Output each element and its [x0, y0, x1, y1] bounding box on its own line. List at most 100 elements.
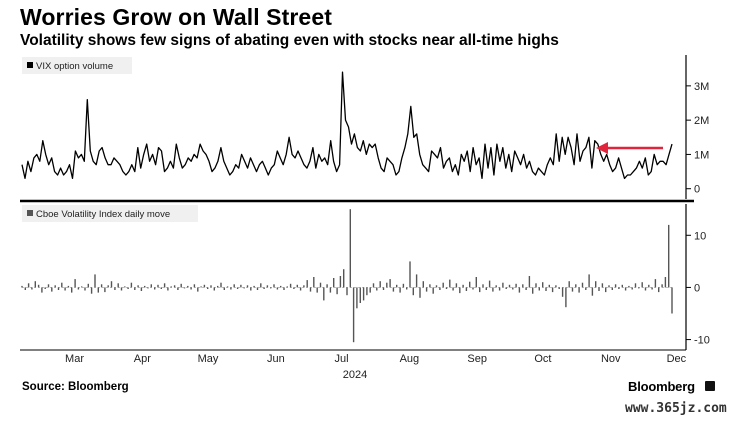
daily-move-bar: [512, 287, 514, 290]
bottom-legend-box: [22, 205, 198, 222]
daily-move-bar: [339, 276, 342, 288]
daily-move-bar: [376, 287, 378, 291]
daily-move-bar: [624, 287, 627, 291]
daily-move-bar: [661, 284, 663, 288]
daily-move-bar: [243, 287, 245, 289]
daily-move-bar: [498, 287, 501, 291]
daily-move-bar: [150, 284, 152, 288]
bloomberg-terminal-icon: [705, 381, 715, 391]
daily-move-bar: [203, 284, 206, 288]
daily-move-bar: [419, 287, 421, 298]
daily-move-bar: [571, 287, 574, 292]
top-legend-swatch: [27, 62, 33, 68]
daily-move-bar: [24, 287, 26, 290]
daily-move-bar: [67, 285, 70, 288]
daily-move-bar: [283, 287, 285, 290]
top-y-tick-label: 1M: [694, 149, 709, 161]
daily-move-bar: [396, 284, 398, 288]
daily-move-bar: [117, 283, 119, 288]
daily-move-bar: [445, 287, 448, 289]
daily-move-bar: [356, 287, 358, 309]
daily-move-bar: [114, 287, 116, 290]
daily-move-bar: [392, 287, 395, 292]
daily-move-bar: [276, 287, 279, 290]
daily-move-bar: [110, 281, 113, 288]
daily-move-bar: [90, 287, 93, 294]
daily-move-bar: [638, 287, 640, 289]
daily-move-bar: [591, 287, 594, 296]
daily-move-bar: [452, 287, 454, 291]
daily-move-bar: [598, 287, 600, 291]
daily-move-bar: [157, 284, 159, 288]
daily-move-bar: [641, 282, 643, 288]
daily-move-bar: [233, 284, 235, 288]
daily-move-bar: [31, 287, 33, 290]
daily-move-bar: [588, 274, 590, 288]
chart-subtitle: Volatility shows few signs of abating ev…: [20, 32, 559, 49]
daily-move-bar: [34, 281, 36, 288]
daily-move-bar: [104, 287, 106, 293]
bottom-y-ticks: -10 0 10: [686, 230, 710, 347]
bottom-y-tick-label: -10: [694, 335, 710, 347]
daily-move-bar: [568, 281, 570, 288]
daily-move-bar: [439, 287, 441, 290]
daily-move-bar: [505, 287, 507, 289]
daily-move-bar: [522, 284, 524, 288]
daily-move-bar: [167, 287, 169, 291]
daily-move-bar: [329, 287, 332, 293]
daily-move-bar: [51, 287, 53, 292]
daily-move-bar: [621, 284, 623, 288]
daily-move-bar: [386, 282, 388, 288]
daily-move-bar: [137, 285, 139, 288]
daily-move-bar: [200, 286, 202, 288]
daily-move-bar: [545, 287, 547, 291]
daily-move-bar: [270, 287, 272, 289]
daily-move-bar: [435, 285, 438, 288]
daily-move-bar: [618, 287, 620, 289]
daily-move-bar: [535, 283, 537, 288]
daily-move-bar: [658, 287, 660, 293]
daily-move-bar: [333, 278, 335, 288]
daily-move-bar: [402, 283, 405, 288]
daily-move-bar: [465, 287, 468, 291]
daily-move-bar: [614, 284, 617, 288]
chart-title: Worries Grow on Wall Street: [20, 4, 332, 30]
daily-move-bar: [154, 287, 156, 290]
daily-move-bar: [303, 285, 305, 288]
daily-move-bar: [74, 279, 76, 288]
bottom-legend-swatch: [27, 210, 33, 216]
daily-move-bar: [634, 283, 637, 288]
daily-move-bar: [37, 284, 40, 288]
daily-move-bar: [84, 287, 86, 291]
daily-move-bar: [479, 287, 481, 293]
daily-move-bar: [190, 287, 192, 290]
daily-move-bar: [671, 287, 673, 314]
daily-move-bar: [382, 287, 385, 290]
daily-move-bar: [127, 287, 129, 289]
daily-move-bar: [628, 285, 630, 288]
top-legend-label: VIX option volume: [36, 61, 113, 72]
daily-move-bar: [21, 285, 23, 288]
daily-move-bar: [369, 287, 371, 293]
chart-canvas: VIX option volume Cboe Volatility Index …: [20, 55, 710, 378]
top-y-tick-label: 2M: [694, 115, 709, 127]
daily-move-bar: [296, 284, 298, 288]
daily-move-bar: [120, 287, 123, 291]
daily-move-bar: [263, 287, 265, 289]
daily-move-bar: [223, 287, 225, 290]
daily-move-bar: [81, 286, 83, 288]
daily-move-bar: [217, 285, 219, 288]
daily-move-bar: [558, 287, 560, 289]
daily-move-bar: [177, 287, 179, 290]
daily-move-bar: [100, 284, 103, 288]
daily-move-bar: [668, 224, 670, 288]
daily-move-bar: [651, 287, 653, 290]
daily-move-bar: [352, 287, 355, 343]
x-tick-label: Mar: [65, 353, 84, 365]
annotation-arrow: [596, 142, 663, 154]
daily-move-bar: [140, 287, 143, 291]
daily-move-bar: [412, 287, 414, 296]
daily-move-bar: [187, 285, 189, 288]
daily-move-bar: [508, 284, 511, 288]
daily-move-bar: [488, 280, 491, 288]
